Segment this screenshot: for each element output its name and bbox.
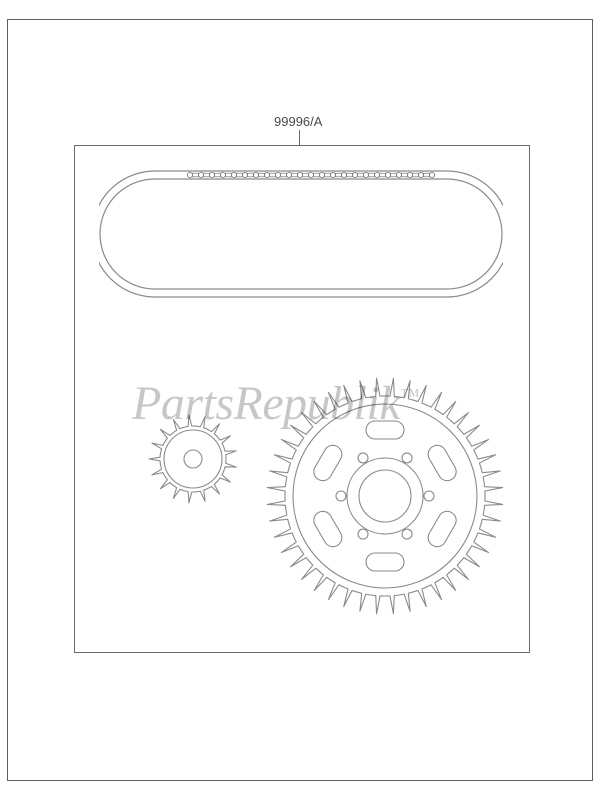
diagram-canvas: 99996/A PartsRepublik™: [0, 0, 600, 785]
part-ref-label: 99996/A: [274, 114, 322, 129]
drive-chain: [99, 165, 503, 303]
label-leader-line: [299, 130, 300, 145]
rear-sprocket: [263, 374, 507, 618]
front-sprocket: [145, 411, 241, 507]
